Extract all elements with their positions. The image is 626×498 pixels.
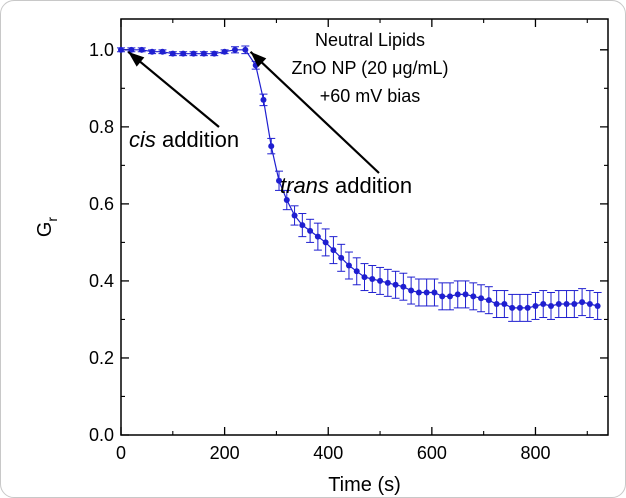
data-point [563, 301, 570, 308]
data-point [180, 50, 187, 57]
data-point [594, 302, 601, 309]
data-point [231, 46, 238, 53]
trans-arrow [249, 51, 380, 174]
x-tick-label: 0 [116, 443, 126, 463]
data-point [159, 48, 166, 55]
data-point [516, 304, 523, 311]
y-tick-label: 0.2 [89, 348, 114, 368]
data-point [338, 254, 345, 261]
data-point [190, 50, 197, 57]
cis-addition-label-italic: cis [129, 127, 156, 152]
x-tick-label: 400 [313, 443, 343, 463]
series [118, 46, 601, 311]
data-point [454, 291, 461, 298]
data-point [314, 233, 321, 240]
data-point [377, 277, 384, 284]
data-point [345, 262, 352, 269]
data-point [138, 46, 145, 53]
data-point [408, 287, 415, 294]
y-axis-title-subscript: r [44, 217, 60, 222]
y-tick-label: 0.4 [89, 271, 114, 291]
data-point [169, 50, 176, 57]
plot-frame [120, 18, 609, 436]
x-tick-label: 600 [417, 443, 447, 463]
data-point [532, 302, 539, 309]
data-point [493, 301, 500, 308]
data-point [211, 50, 218, 57]
data-point [509, 304, 516, 311]
data-point [149, 48, 156, 55]
trans-addition-label-italic: trans [280, 173, 329, 198]
trans-addition-label-rest: addition [329, 173, 412, 198]
data-point [470, 293, 477, 300]
cis-addition-label-rest: addition [156, 127, 239, 152]
data-point [439, 293, 446, 300]
data-point [299, 222, 306, 229]
y-axis-title-main: G [34, 222, 56, 238]
data-point [276, 177, 283, 184]
data-point [548, 302, 555, 309]
trans-addition-label: trans addition [280, 173, 412, 198]
data-point [221, 48, 228, 55]
cis-arrow-head [128, 51, 145, 67]
data-point [361, 274, 368, 281]
title-line-3: +60 mV bias [320, 86, 421, 106]
data-point [322, 239, 329, 246]
data-point [260, 96, 267, 103]
y-axis-title: Gr [34, 217, 60, 238]
data-point [330, 247, 337, 254]
y-tick-label: 1.0 [89, 40, 114, 60]
data-point [283, 197, 290, 204]
x-tick-label: 800 [520, 443, 550, 463]
data-point [555, 301, 562, 308]
data-point [540, 301, 547, 308]
data-point [478, 295, 485, 302]
data-point [462, 291, 469, 298]
data-point [118, 46, 124, 53]
cis-addition-label: cis addition [129, 127, 239, 152]
data-point [485, 297, 492, 304]
data-point [586, 301, 593, 308]
cis-arrow [127, 50, 220, 128]
data-point [524, 304, 531, 311]
data-point [353, 268, 360, 275]
y-tick-label: 0.6 [89, 194, 114, 214]
title-line-1: Neutral Lipids [315, 30, 425, 50]
data-point [423, 289, 430, 296]
data-point [579, 299, 586, 306]
x-tick-label: 200 [210, 443, 240, 463]
y-tick-label: 0.8 [89, 117, 114, 137]
data-point [307, 227, 314, 234]
data-point [200, 50, 207, 57]
data-point [400, 283, 407, 290]
data-point [128, 46, 135, 53]
data-point [369, 276, 376, 282]
data-point [501, 301, 508, 308]
chart-title: Neutral Lipids ZnO NP (20 μg/mL) +60 mV … [291, 30, 448, 106]
y-tick-label: 0.0 [89, 425, 114, 445]
data-point [415, 289, 422, 296]
x-axis-title: Time (s) [328, 474, 401, 496]
axes: 0 200 400 600 800 0.0 0.2 0.4 0.6 0.8 1.0 Time (s) G… [34, 18, 609, 496]
data-point [268, 143, 275, 150]
data-point [384, 279, 391, 286]
data-point [291, 212, 298, 219]
data-point [392, 281, 399, 288]
trans-arrow-head [250, 51, 267, 68]
title-line-2: ZnO NP (20 μg/mL) [291, 58, 448, 78]
data-point [242, 46, 249, 53]
data-point [571, 301, 578, 308]
series-line [121, 49, 598, 309]
data-point [446, 293, 453, 300]
data-point [431, 289, 438, 296]
